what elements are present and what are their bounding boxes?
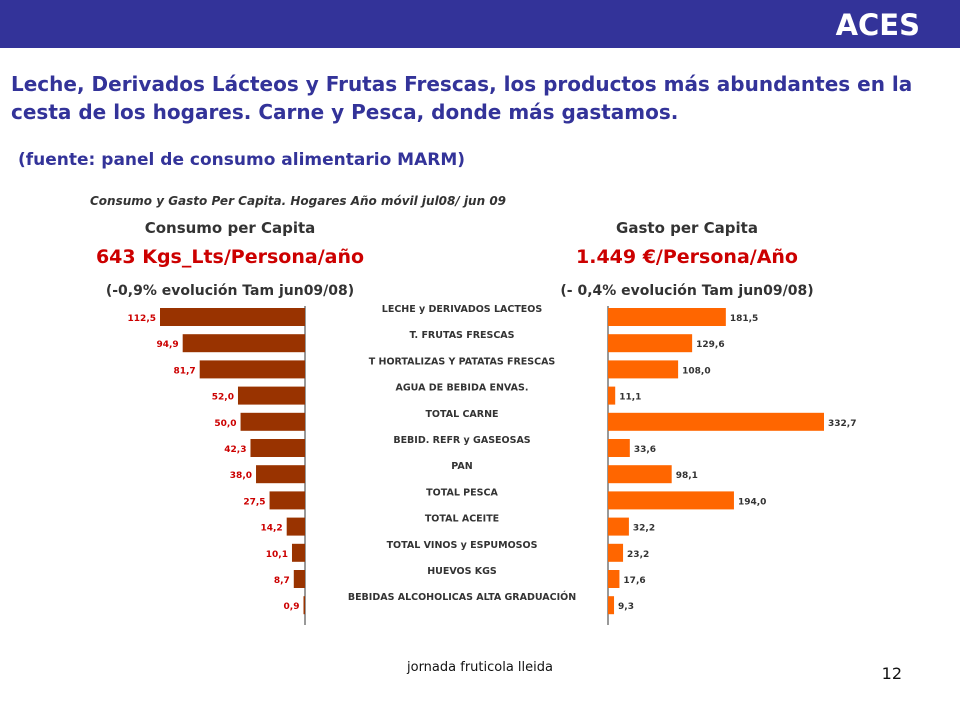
page-number: 12 bbox=[881, 664, 902, 683]
gasto-bar bbox=[608, 570, 620, 588]
consumo-bar bbox=[160, 308, 305, 326]
gasto-total: 1.449 €/Persona/Año bbox=[576, 246, 798, 268]
category-label: LECHE y DERIVADOS LACTEOS bbox=[382, 304, 543, 315]
consumo-bar bbox=[237, 386, 305, 405]
category-label: BEBID. REFR y GASEOSAS bbox=[393, 435, 530, 446]
gasto-value-label: 32,2 bbox=[633, 524, 655, 534]
consumo-evolution: (-0,9% evolución Tam jun09/08) bbox=[106, 283, 354, 299]
consumo-value-label: 38,0 bbox=[230, 471, 252, 481]
consumo-value-label: 0,9 bbox=[284, 602, 300, 612]
headline: Leche, Derivados Lácteos y Frutas Fresca… bbox=[11, 72, 913, 124]
category-label: TOTAL CARNE bbox=[425, 409, 498, 420]
gasto-bar bbox=[608, 360, 679, 379]
consumo-value-label: 52,0 bbox=[212, 393, 234, 403]
category-label: T. FRUTAS FRESCAS bbox=[409, 330, 514, 341]
consumo-value-label: 42,3 bbox=[224, 445, 246, 455]
gasto-value-label: 11,1 bbox=[619, 393, 641, 403]
footer-text: jornada fruticola lleida bbox=[407, 660, 553, 675]
gasto-bar bbox=[608, 334, 693, 353]
gasto-bar bbox=[608, 517, 629, 536]
consumo-value-label: 94,9 bbox=[156, 340, 178, 350]
consumo-value-label: 10,1 bbox=[266, 550, 288, 560]
category-label: T HORTALIZAS Y PATATAS FRESCAS bbox=[369, 356, 556, 367]
consumo-bar bbox=[269, 491, 305, 510]
gasto-series-title: Gasto per Capita bbox=[616, 219, 758, 237]
gasto-bar bbox=[608, 596, 615, 615]
gasto-value-label: 23,2 bbox=[627, 550, 649, 560]
category-label: TOTAL ACEITE bbox=[425, 514, 499, 525]
gasto-evolution: (- 0,4% evolución Tam jun09/08) bbox=[560, 283, 813, 299]
category-label: PAN bbox=[451, 461, 472, 472]
consumo-bar bbox=[250, 439, 305, 457]
consumo-bar bbox=[240, 412, 305, 431]
gasto-value-label: 9,3 bbox=[618, 602, 634, 612]
gasto-bar bbox=[608, 543, 624, 562]
consumo-value-label: 27,5 bbox=[243, 497, 265, 507]
gasto-value-label: 17,6 bbox=[623, 576, 645, 586]
consumo-value-label: 112,5 bbox=[128, 314, 156, 324]
gasto-bar bbox=[608, 412, 824, 431]
consumo-value-label: 50,0 bbox=[214, 419, 236, 429]
category-label: BEBIDAS ALCOHOLICAS ALTA GRADUACIÓN bbox=[348, 591, 576, 603]
consumo-bar bbox=[182, 334, 305, 353]
consumo-value-label: 14,2 bbox=[260, 524, 282, 534]
consumo-value-label: 81,7 bbox=[173, 366, 195, 376]
consumo-bar bbox=[291, 543, 305, 562]
category-label: HUEVOS KGS bbox=[427, 566, 497, 577]
category-label: AGUA DE BEBIDA ENVAS. bbox=[396, 383, 529, 394]
gasto-value-label: 194,0 bbox=[738, 497, 766, 507]
source-note: (fuente: panel de consumo alimentario MA… bbox=[18, 150, 466, 170]
consumo-bar bbox=[199, 360, 305, 379]
consumo-bar bbox=[286, 517, 305, 536]
gasto-bar bbox=[608, 465, 672, 484]
gasto-value-label: 108,0 bbox=[682, 366, 710, 376]
consumo-total: 643 Kgs_Lts/Persona/año bbox=[96, 246, 364, 268]
consumo-bar bbox=[303, 596, 305, 615]
gasto-bar bbox=[608, 308, 726, 326]
gasto-value-label: 33,6 bbox=[634, 445, 656, 455]
consumo-bar bbox=[256, 465, 305, 484]
consumo-bar bbox=[293, 570, 305, 588]
gasto-value-label: 332,7 bbox=[828, 419, 856, 429]
category-label: TOTAL PESCA bbox=[426, 487, 498, 498]
gasto-value-label: 98,1 bbox=[676, 471, 698, 481]
category-label: TOTAL VINOS y ESPUMOSOS bbox=[387, 540, 538, 551]
consumption-spending-chart: Consumo y Gasto Per Capita. Hogares Año … bbox=[90, 194, 856, 625]
gasto-bar bbox=[608, 491, 734, 510]
gasto-bar bbox=[608, 386, 616, 405]
gasto-value-label: 129,6 bbox=[696, 340, 724, 350]
top-banner: ACES bbox=[0, 0, 960, 48]
gasto-value-label: 181,5 bbox=[730, 314, 758, 324]
consumo-value-label: 8,7 bbox=[274, 576, 290, 586]
gasto-bar bbox=[608, 439, 630, 457]
chart-title: Consumo y Gasto Per Capita. Hogares Año … bbox=[90, 194, 506, 208]
consumo-series-title: Consumo per Capita bbox=[145, 219, 316, 237]
brand-title: ACES bbox=[835, 8, 920, 42]
